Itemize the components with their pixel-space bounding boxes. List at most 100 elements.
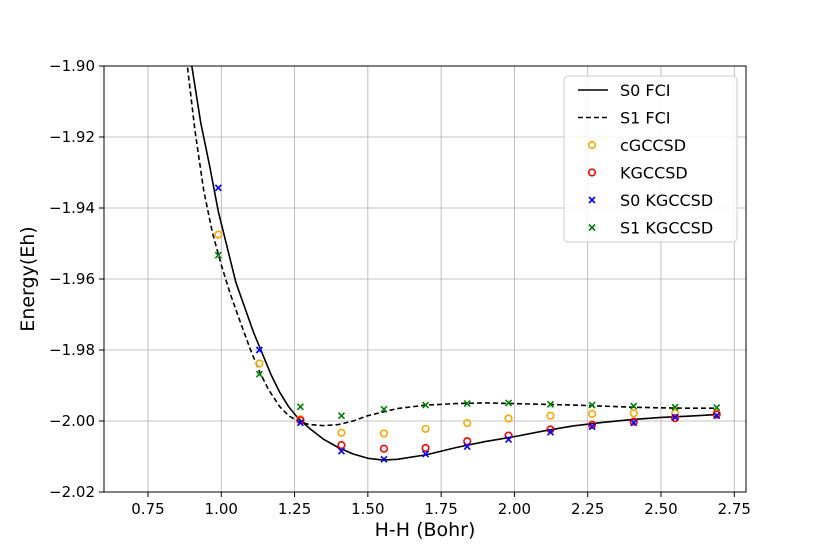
marker-layer xyxy=(214,184,721,463)
x-marker-stroke xyxy=(713,412,721,420)
axis-ticks: 0.75 1.00 1.25 1.50 1.75 2.00 2.25 2.50 2.75 −2.0… xyxy=(49,57,751,518)
series-3-point xyxy=(670,414,680,423)
x-tick-label: 2.75 xyxy=(718,500,751,518)
series-5-point xyxy=(214,251,222,259)
x-marker-stroke xyxy=(380,455,388,463)
x-marker-stroke xyxy=(214,251,222,259)
series-3-point xyxy=(421,443,430,453)
x-marker-stroke xyxy=(504,435,513,444)
legend-box xyxy=(563,75,738,243)
series-5-point xyxy=(546,400,555,408)
x-marker-stroke xyxy=(546,428,555,436)
x-tick-label: 2.25 xyxy=(571,500,604,518)
legend-handle-4 xyxy=(588,196,596,204)
series-4-point xyxy=(422,450,430,458)
x-marker-stroke xyxy=(337,412,346,420)
series-line-0 xyxy=(190,66,717,461)
legend-label-2: cGCCSD xyxy=(620,136,686,155)
x-tick-label: 2.00 xyxy=(498,500,531,518)
x-marker-stroke xyxy=(588,223,596,232)
legend-handle-5 xyxy=(588,223,596,232)
series-4-point xyxy=(504,435,513,444)
series-4-point xyxy=(255,346,263,354)
y-tick-label: −2.00 xyxy=(49,412,95,430)
series-4-point xyxy=(630,419,638,427)
x-marker-stroke xyxy=(380,405,388,413)
series-5-point xyxy=(255,370,263,378)
x-tick-label: 1.00 xyxy=(205,500,238,518)
series-3-point xyxy=(587,420,597,430)
legend-label-1: S1 FCI xyxy=(620,109,671,128)
series-5-point xyxy=(463,400,471,408)
x-marker-stroke xyxy=(463,442,471,451)
series-2-point xyxy=(463,419,472,428)
series-2-point xyxy=(255,359,264,368)
y-tick-label: −1.96 xyxy=(49,270,95,288)
series-4-point xyxy=(463,442,471,451)
x-tick-label: 1.50 xyxy=(351,500,384,518)
series-2-point xyxy=(629,409,638,418)
x-marker-stroke xyxy=(630,402,638,410)
x-tick-label: 1.25 xyxy=(278,500,311,518)
series-4-point xyxy=(588,423,596,431)
series-2-point xyxy=(504,414,513,423)
series-2-point xyxy=(337,428,346,437)
series-4-point xyxy=(546,428,555,436)
series-5-point xyxy=(588,401,596,409)
series-5-point xyxy=(713,403,721,412)
series-2-point xyxy=(546,411,555,420)
legend-handle-3 xyxy=(587,168,597,177)
x-marker-stroke xyxy=(588,423,596,431)
series-3-point xyxy=(629,417,638,426)
legend-label-4: S0 KGCCSD xyxy=(620,191,713,210)
x-marker-stroke xyxy=(630,419,638,427)
series-4-point xyxy=(296,419,304,427)
x-marker-stroke xyxy=(255,346,263,354)
series-3-point xyxy=(712,410,721,419)
x-marker-stroke xyxy=(713,403,721,412)
x-marker-stroke xyxy=(337,447,346,455)
x-marker-stroke xyxy=(463,400,471,408)
series-3-point xyxy=(463,437,472,446)
series-4-point xyxy=(214,184,222,192)
series-3-point xyxy=(337,441,346,450)
series-5-point xyxy=(296,403,304,411)
x-marker-stroke xyxy=(671,403,679,411)
curve-layer xyxy=(186,66,717,461)
series-2-point xyxy=(421,424,430,433)
x-marker-stroke xyxy=(296,419,304,427)
series-5-point xyxy=(337,412,346,420)
x-tick-label: 0.75 xyxy=(131,500,164,518)
y-tick-label: −1.94 xyxy=(49,199,95,217)
x-marker-stroke xyxy=(255,370,263,378)
y-tick-label: −1.90 xyxy=(49,57,95,75)
series-4-point xyxy=(380,455,388,463)
x-marker-stroke xyxy=(546,400,555,408)
x-marker-stroke xyxy=(504,399,513,407)
legend-handle-2 xyxy=(587,140,597,150)
x-tick-label: 2.50 xyxy=(644,500,677,518)
legend-label-0: S0 FCI xyxy=(620,81,671,100)
x-marker-stroke xyxy=(296,403,304,411)
series-line-1 xyxy=(186,66,717,427)
legend: S0 FCI S1 FCI cGCCSD KGCCSD S0 KGCCSD S1 KGCC… xyxy=(563,75,738,243)
legend-label-3: KGCCSD xyxy=(620,164,688,183)
series-2-point xyxy=(379,429,389,438)
x-marker-stroke xyxy=(588,196,596,204)
series-5-point xyxy=(504,399,513,407)
x-marker-stroke xyxy=(422,401,430,409)
x-marker-stroke xyxy=(422,450,430,458)
legend-label-5: S1 KGCCSD xyxy=(620,219,713,238)
x-marker-stroke xyxy=(671,413,679,422)
y-tick-label: −1.92 xyxy=(49,128,95,146)
series-2-point xyxy=(214,230,223,239)
x-tick-label: 1.75 xyxy=(424,500,457,518)
x-axis-label: H-H (Bohr) xyxy=(375,519,476,541)
series-3-point xyxy=(379,444,389,453)
y-tick-label: −1.98 xyxy=(49,341,95,359)
series-4-point xyxy=(713,412,721,420)
x-marker-stroke xyxy=(588,401,596,409)
series-5-point xyxy=(422,401,430,409)
y-axis-label: Energy(Eh) xyxy=(17,226,39,331)
